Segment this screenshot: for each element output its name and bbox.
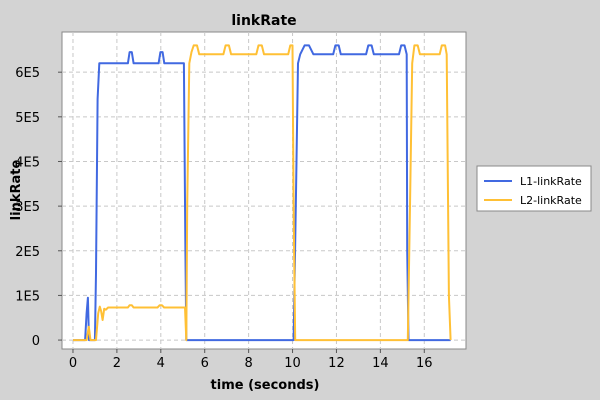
- y-tick-label: 4E5: [15, 155, 40, 170]
- legend-label-1: L1-linkRate: [520, 175, 582, 188]
- y-tick-label: 1E5: [15, 289, 40, 304]
- plot-area: [61, 31, 467, 350]
- x-axis-label: time (seconds): [211, 378, 320, 393]
- y-axis-label: linkRate: [9, 160, 24, 221]
- x-tick-label: 8: [244, 356, 252, 371]
- y-tick-label: 2E5: [15, 245, 40, 260]
- y-tick-label: 6E5: [15, 66, 40, 81]
- x-tick-label: 6: [201, 356, 209, 371]
- legend: L1-linkRate L2-linkRate: [476, 165, 592, 212]
- series-lines: [73, 44, 452, 342]
- legend-box: [476, 165, 592, 212]
- y-tick-label: 0: [32, 334, 40, 349]
- plot-background: [61, 31, 467, 350]
- y-tick-label: 5E5: [15, 111, 40, 126]
- x-tick-label: 2: [113, 356, 121, 371]
- chart-title: linkRate: [231, 13, 296, 29]
- x-tick-label: 0: [69, 356, 77, 371]
- legend-label-2: L2-linkRate: [520, 194, 582, 207]
- x-tick-label: 12: [328, 356, 345, 371]
- y-tick-label: 3E5: [15, 200, 40, 215]
- x-tick-label: 4: [157, 356, 165, 371]
- x-tick-label: 16: [416, 356, 433, 371]
- axes: 0 2 4 6 8 10 12 14 16 0 1E5 2E5 3E5 4E5 5E5 6E5: [15, 66, 432, 371]
- series-line-2: [73, 44, 452, 342]
- x-tick-label: 10: [284, 356, 301, 371]
- x-tick-label: 14: [372, 356, 389, 371]
